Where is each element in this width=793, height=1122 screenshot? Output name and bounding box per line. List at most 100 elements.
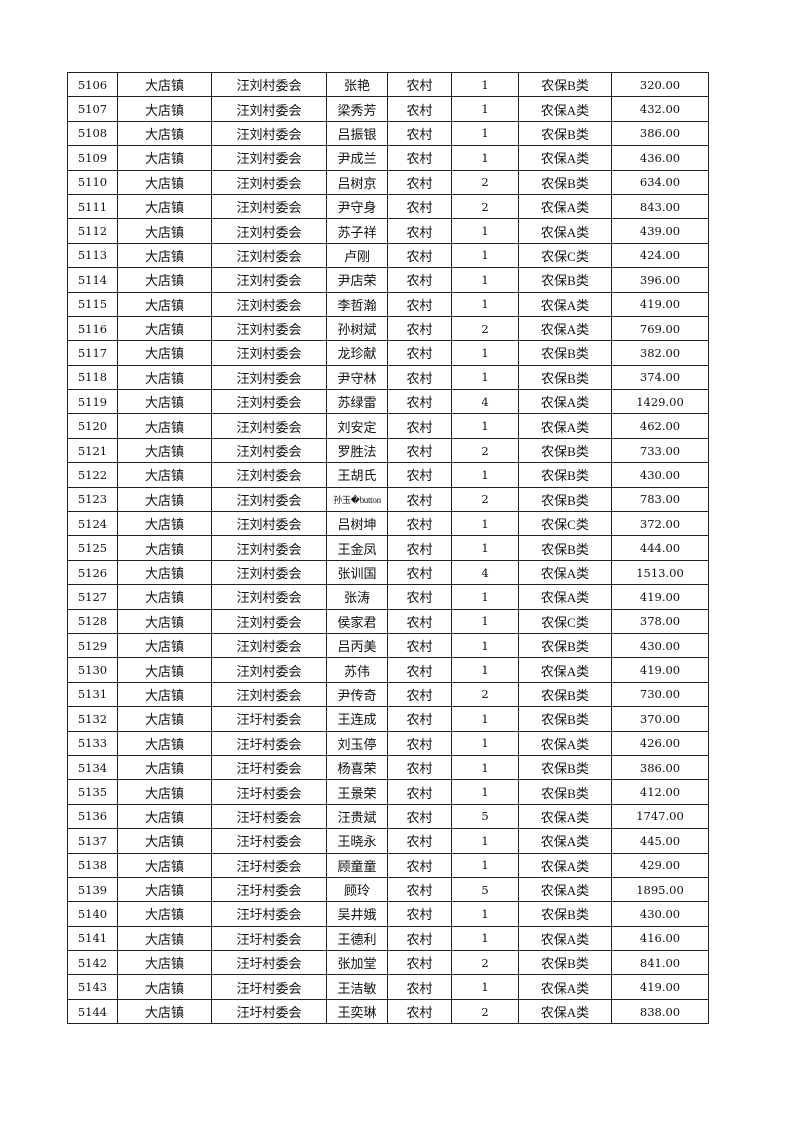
household-type-cell: 农村 xyxy=(387,779,452,805)
person-name-cell: 孙玉�button xyxy=(326,486,388,513)
household-type-cell: 农村 xyxy=(387,730,452,756)
row-number-cell: 5138 xyxy=(67,852,118,878)
amount-cell: 1895.00 xyxy=(611,876,709,903)
household-size-cell: 2 xyxy=(451,998,519,1025)
village-committee-cell: 汪圩村委会 xyxy=(211,852,327,878)
amount-cell: 1513.00 xyxy=(611,559,709,586)
table-row: 5116 大店镇 汪刘村委会 孙树斌 农村 2 农保A类 769.00 xyxy=(67,315,709,342)
village-committee-cell: 汪圩村委会 xyxy=(211,730,327,756)
person-name-cell: 孙树斌 xyxy=(326,315,388,342)
row-number-cell: 5127 xyxy=(67,584,118,610)
amount-cell: 841.00 xyxy=(611,950,709,976)
amount-cell: 445.00 xyxy=(611,828,709,854)
village-committee-cell: 汪圩村委会 xyxy=(211,828,327,854)
table-row: 5131 大店镇 汪刘村委会 尹传奇 农村 2 农保B类 730.00 xyxy=(67,681,709,708)
row-number-cell: 5107 xyxy=(67,96,118,122)
household-type-cell: 农村 xyxy=(387,364,452,391)
table-row: 5122 大店镇 汪刘村委会 王胡氏 农村 1 农保B类 430.00 xyxy=(67,462,709,488)
village-committee-cell: 汪圩村委会 xyxy=(211,925,327,952)
insurance-category-cell: 农保B类 xyxy=(518,486,612,513)
table-row: 5128 大店镇 汪刘村委会 侯家君 农村 1 农保C类 378.00 xyxy=(67,608,709,634)
town-cell: 大店镇 xyxy=(117,120,212,147)
household-type-cell: 农村 xyxy=(387,120,452,147)
village-committee-cell: 汪刘村委会 xyxy=(211,486,327,513)
amount-cell: 439.00 xyxy=(611,218,709,244)
insurance-category-cell: 农保B类 xyxy=(518,120,612,147)
insurance-category-cell: 农保A类 xyxy=(518,193,612,220)
town-cell: 大店镇 xyxy=(117,96,212,122)
town-cell: 大店镇 xyxy=(117,291,212,317)
village-committee-cell: 汪圩村委会 xyxy=(211,901,327,927)
amount-cell: 769.00 xyxy=(611,315,709,342)
insurance-category-cell: 农保B类 xyxy=(518,706,612,732)
town-cell: 大店镇 xyxy=(117,193,212,220)
person-name-cell: 苏伟 xyxy=(326,657,388,683)
person-name-cell: 侯家君 xyxy=(326,608,388,634)
household-type-cell: 农村 xyxy=(387,632,452,659)
insurance-category-cell: 农保B类 xyxy=(518,901,612,927)
household-type-cell: 农村 xyxy=(387,754,452,781)
amount-cell: 429.00 xyxy=(611,852,709,878)
village-committee-cell: 汪刘村委会 xyxy=(211,96,327,122)
household-size-cell: 2 xyxy=(451,950,519,976)
village-committee-cell: 汪刘村委会 xyxy=(211,340,327,366)
household-size-cell: 1 xyxy=(451,267,519,293)
town-cell: 大店镇 xyxy=(117,462,212,488)
table-row: 5119 大店镇 汪刘村委会 苏绿雷 农村 4 农保A类 1429.00 xyxy=(67,389,709,415)
household-type-cell: 农村 xyxy=(387,242,452,269)
person-name-cell: 卢刚 xyxy=(326,242,388,269)
household-type-cell: 农村 xyxy=(387,486,452,513)
insurance-category-cell: 农保B类 xyxy=(518,754,612,781)
amount-cell: 436.00 xyxy=(611,145,709,171)
household-size-cell: 1 xyxy=(451,852,519,878)
table-row: 5113 大店镇 汪刘村委会 卢刚 农村 1 农保C类 424.00 xyxy=(67,242,709,269)
row-number-cell: 5118 xyxy=(67,364,118,391)
person-name-cell: 王德利 xyxy=(326,925,388,952)
amount-cell: 783.00 xyxy=(611,486,709,513)
household-type-cell: 农村 xyxy=(387,901,452,927)
household-size-cell: 1 xyxy=(451,242,519,269)
table-row: 5135 大店镇 汪圩村委会 王景荣 农村 1 农保B类 412.00 xyxy=(67,779,709,805)
household-type-cell: 农村 xyxy=(387,681,452,708)
town-cell: 大店镇 xyxy=(117,852,212,878)
person-name-cell: 苏绿雷 xyxy=(326,389,388,415)
row-number-cell: 5134 xyxy=(67,754,118,781)
insurance-category-cell: 农保B类 xyxy=(518,681,612,708)
amount-cell: 419.00 xyxy=(611,657,709,683)
amount-cell: 382.00 xyxy=(611,340,709,366)
table-row: 5144 大店镇 汪圩村委会 王奕琳 农村 2 农保A类 838.00 xyxy=(67,998,709,1025)
town-cell: 大店镇 xyxy=(117,950,212,976)
table-row: 5133 大店镇 汪圩村委会 刘玉停 农村 1 农保A类 426.00 xyxy=(67,730,709,756)
town-cell: 大店镇 xyxy=(117,681,212,708)
town-cell: 大店镇 xyxy=(117,437,212,464)
village-committee-cell: 汪圩村委会 xyxy=(211,754,327,781)
household-type-cell: 农村 xyxy=(387,584,452,610)
village-committee-cell: 汪圩村委会 xyxy=(211,998,327,1025)
table-row: 5143 大店镇 汪圩村委会 王洁敏 农村 1 农保A类 419.00 xyxy=(67,974,709,1000)
amount-cell: 843.00 xyxy=(611,193,709,220)
person-name-cell: 张艳 xyxy=(326,71,388,98)
table-row: 5112 大店镇 汪刘村委会 苏子祥 农村 1 农保A类 439.00 xyxy=(67,218,709,244)
household-type-cell: 农村 xyxy=(387,828,452,854)
village-committee-cell: 汪刘村委会 xyxy=(211,437,327,464)
amount-cell: 374.00 xyxy=(611,364,709,391)
household-size-cell: 1 xyxy=(451,218,519,244)
amount-cell: 386.00 xyxy=(611,754,709,781)
household-size-cell: 1 xyxy=(451,657,519,683)
household-type-cell: 农村 xyxy=(387,998,452,1025)
household-size-cell: 1 xyxy=(451,779,519,805)
amount-cell: 444.00 xyxy=(611,535,709,561)
insurance-category-cell: 农保B类 xyxy=(518,950,612,976)
row-number-cell: 5112 xyxy=(67,218,118,244)
person-name-cell: 吕振银 xyxy=(326,120,388,147)
table-row: 5129 大店镇 汪刘村委会 吕丙美 农村 1 农保B类 430.00 xyxy=(67,632,709,659)
row-number-cell: 5140 xyxy=(67,901,118,927)
amount-cell: 1747.00 xyxy=(611,803,709,830)
amount-cell: 372.00 xyxy=(611,511,709,537)
table-row: 5117 大店镇 汪刘村委会 龙珍献 农村 1 农保B类 382.00 xyxy=(67,340,709,366)
insurance-category-cell: 农保A类 xyxy=(518,389,612,415)
household-type-cell: 农村 xyxy=(387,96,452,122)
town-cell: 大店镇 xyxy=(117,242,212,269)
household-size-cell: 1 xyxy=(451,632,519,659)
household-size-cell: 1 xyxy=(451,828,519,854)
